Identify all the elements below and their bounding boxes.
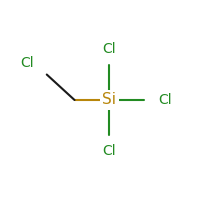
Text: Cl: Cl [102,42,116,56]
Text: Cl: Cl [102,144,116,158]
Text: Si: Si [102,92,116,108]
Text: Cl: Cl [158,93,171,107]
Text: Cl: Cl [21,56,34,70]
